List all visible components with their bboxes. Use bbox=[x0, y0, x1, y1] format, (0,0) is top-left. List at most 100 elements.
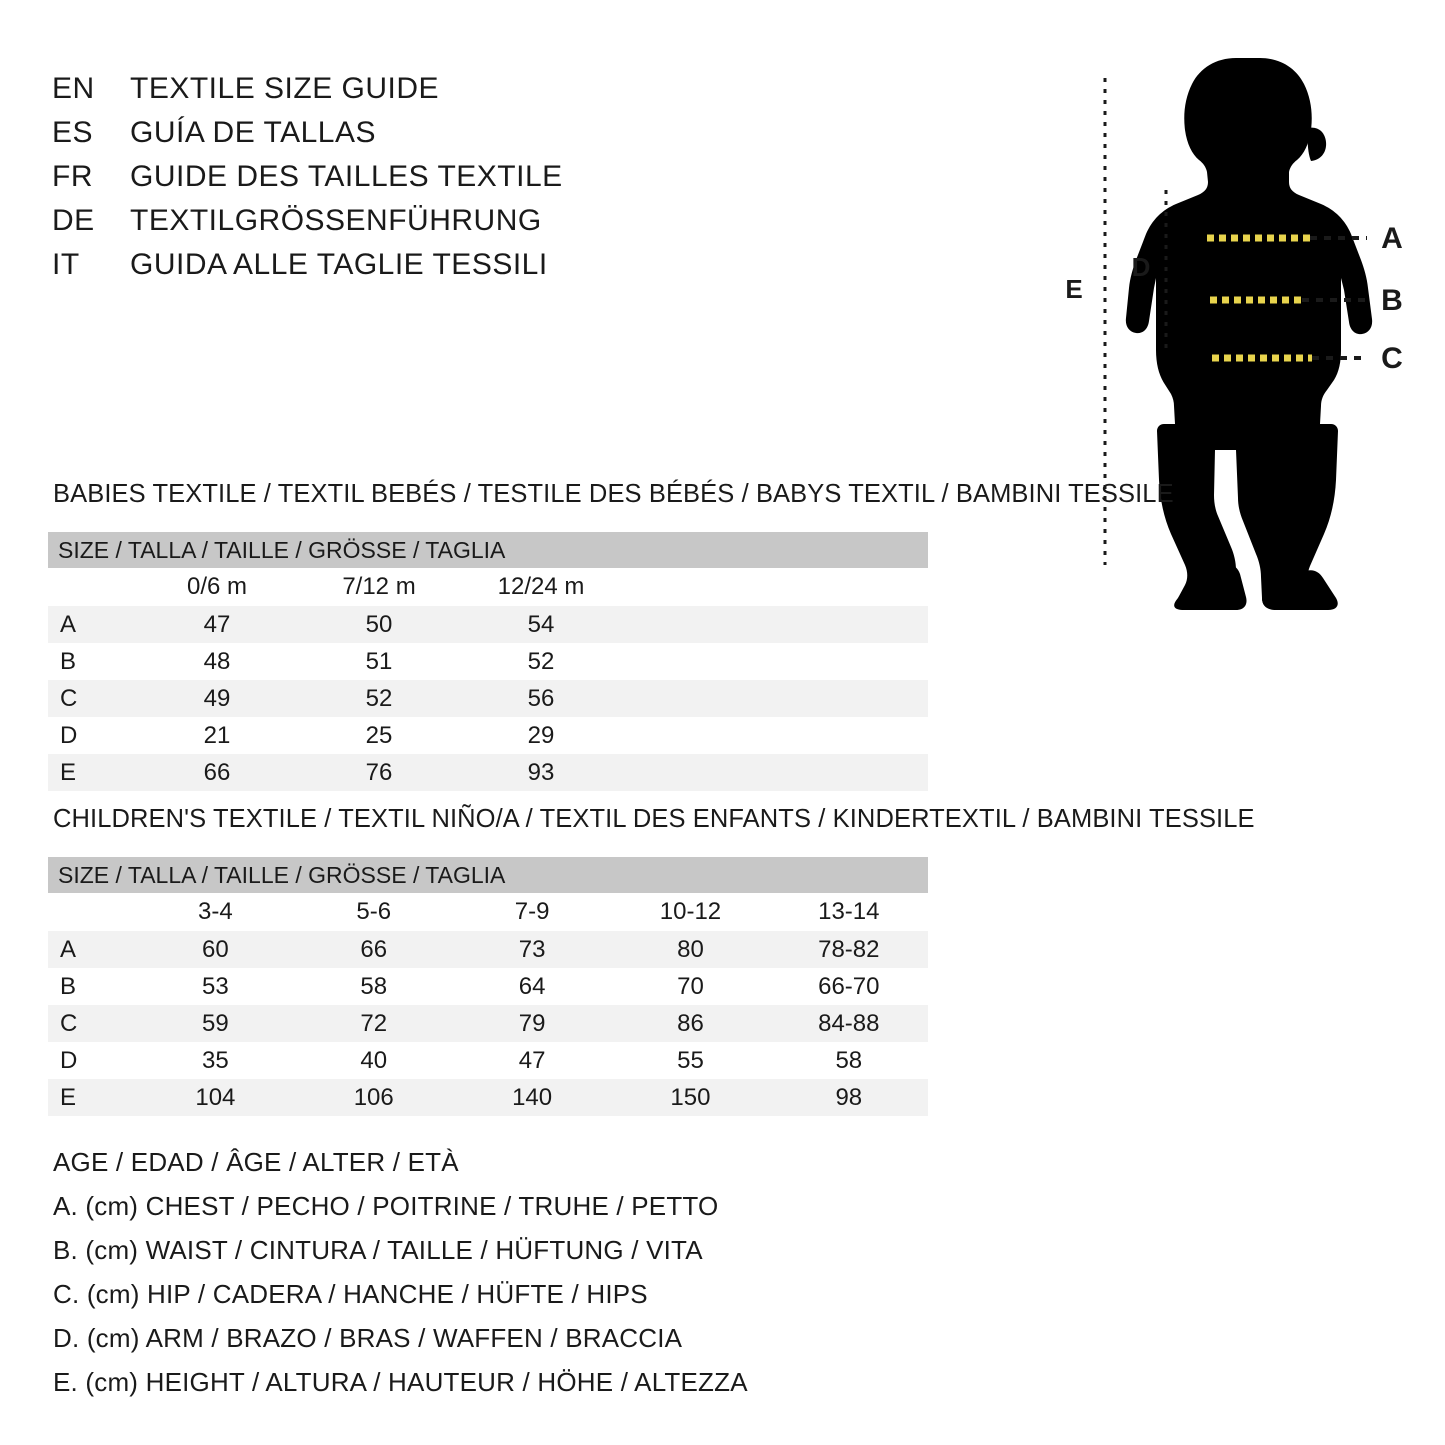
table-row: D 35 40 47 55 58 bbox=[48, 1042, 928, 1079]
children-c-0: 59 bbox=[136, 1005, 295, 1042]
table-row: C 49 52 56 bbox=[48, 680, 929, 717]
table-row: B 53 58 64 70 66-70 bbox=[48, 968, 928, 1005]
babies-b-0: 48 bbox=[136, 643, 298, 680]
babies-row-label-a: A bbox=[48, 606, 136, 643]
babies-b-filler bbox=[622, 643, 929, 680]
children-d-1: 40 bbox=[294, 1042, 453, 1079]
children-c-3: 86 bbox=[611, 1005, 770, 1042]
babies-a-filler bbox=[622, 606, 929, 643]
babies-row-label-d: D bbox=[48, 717, 136, 754]
babies-d-2: 29 bbox=[460, 717, 622, 754]
children-b-1: 58 bbox=[294, 968, 453, 1005]
children-row-label-d: D bbox=[48, 1042, 137, 1079]
babies-col-filler bbox=[622, 568, 929, 606]
legend-row-age: AGE / EDAD / ÂGE / ALTER / ETÀ bbox=[53, 1147, 459, 1177]
children-c-4: 84-88 bbox=[769, 1005, 928, 1042]
babies-row-label-e: E bbox=[48, 754, 136, 791]
legend-row-hip: C. (cm) HIP / CADERA / HANCHE / HÜFTE / … bbox=[53, 1279, 648, 1309]
children-e-4: 98 bbox=[769, 1079, 928, 1116]
marker-label-e: E bbox=[1065, 274, 1082, 304]
language-code-es: ES bbox=[52, 116, 94, 149]
babies-b-2: 52 bbox=[460, 643, 622, 680]
language-title-de: TEXTILGRÖSSENFÜHRUNG bbox=[130, 204, 542, 237]
babies-section-title: BABIES TEXTILE / TEXTIL BEBÉS / TESTILE … bbox=[53, 480, 1174, 508]
table-row: E 104 106 140 150 98 bbox=[48, 1079, 928, 1116]
language-title-fr: GUIDE DES TAILLES TEXTILE bbox=[130, 160, 563, 193]
children-row-label-c: C bbox=[48, 1005, 137, 1042]
babies-e-0: 66 bbox=[136, 754, 298, 791]
language-row-it: IT GUIDA ALLE TAGLIE TESSILI bbox=[52, 248, 672, 292]
children-col-1: 5-6 bbox=[294, 893, 453, 931]
children-a-2: 73 bbox=[452, 931, 612, 968]
children-row-label-a: A bbox=[48, 931, 137, 968]
table-row: A 60 66 73 80 78-82 bbox=[48, 931, 928, 968]
babies-band-label: SIZE / TALLA / TAILLE / GRÖSSE / TAGLIA bbox=[48, 532, 929, 568]
babies-d-1: 25 bbox=[298, 717, 460, 754]
children-e-3: 150 bbox=[611, 1079, 770, 1116]
children-row-label-e: E bbox=[48, 1079, 137, 1116]
babies-column-header-row: 0/6 m 7/12 m 12/24 m bbox=[48, 568, 929, 606]
babies-band-row: SIZE / TALLA / TAILLE / GRÖSSE / TAGLIA bbox=[48, 532, 929, 568]
babies-d-0: 21 bbox=[136, 717, 298, 754]
children-band-label: SIZE / TALLA / TAILLE / GRÖSSE / TAGLIA bbox=[48, 857, 928, 893]
children-size-table: SIZE / TALLA / TAILLE / GRÖSSE / TAGLIA … bbox=[48, 857, 928, 1116]
table-row: D 21 25 29 bbox=[48, 717, 929, 754]
children-col-corner bbox=[48, 893, 137, 931]
marker-label-a: A bbox=[1381, 222, 1403, 255]
babies-col-corner bbox=[48, 568, 136, 606]
children-a-4: 78-82 bbox=[769, 931, 928, 968]
language-code-en: EN bbox=[52, 72, 95, 105]
marker-label-d: D bbox=[1132, 252, 1151, 282]
babies-row-label-b: B bbox=[48, 643, 136, 680]
children-d-2: 47 bbox=[452, 1042, 612, 1079]
legend-row-waist: B. (cm) WAIST / CINTURA / TAILLE / HÜFTU… bbox=[53, 1235, 703, 1265]
children-e-0: 104 bbox=[136, 1079, 295, 1116]
language-row-de: DE TEXTILGRÖSSENFÜHRUNG bbox=[52, 204, 672, 248]
table-row: B 48 51 52 bbox=[48, 643, 929, 680]
table-row: E 66 76 93 bbox=[48, 754, 929, 791]
children-section-title: CHILDREN'S TEXTILE / TEXTIL NIÑO/A / TEX… bbox=[53, 805, 1255, 833]
babies-a-1: 50 bbox=[298, 606, 460, 643]
language-row-en: EN TEXTILE SIZE GUIDE bbox=[52, 72, 672, 116]
language-row-es: ES GUÍA DE TALLAS bbox=[52, 116, 672, 160]
children-c-2: 79 bbox=[452, 1005, 612, 1042]
language-code-de: DE bbox=[52, 204, 95, 237]
babies-c-0: 49 bbox=[136, 680, 298, 717]
children-e-1: 106 bbox=[294, 1079, 453, 1116]
language-title-it: GUIDA ALLE TAGLIE TESSILI bbox=[130, 248, 548, 281]
babies-col-0: 0/6 m bbox=[136, 568, 298, 606]
legend-row-chest: A. (cm) CHEST / PECHO / POITRINE / TRUHE… bbox=[53, 1191, 719, 1221]
measurement-legend: AGE / EDAD / ÂGE / ALTER / ETÀ A. (cm) C… bbox=[53, 1140, 813, 1404]
babies-e-2: 93 bbox=[460, 754, 622, 791]
language-title-es: GUÍA DE TALLAS bbox=[130, 116, 376, 149]
children-c-1: 72 bbox=[294, 1005, 453, 1042]
language-code-it: IT bbox=[52, 248, 80, 281]
babies-row-label-c: C bbox=[48, 680, 136, 717]
children-e-2: 140 bbox=[452, 1079, 612, 1116]
children-d-0: 35 bbox=[136, 1042, 295, 1079]
legend-row-height: E. (cm) HEIGHT / ALTURA / HAUTEUR / HÖHE… bbox=[53, 1367, 748, 1397]
children-a-3: 80 bbox=[611, 931, 770, 968]
babies-a-0: 47 bbox=[136, 606, 298, 643]
language-row-fr: FR GUIDE DES TAILLES TEXTILE bbox=[52, 160, 672, 204]
child-silhouette-icon bbox=[1125, 58, 1373, 610]
babies-a-2: 54 bbox=[460, 606, 622, 643]
children-d-3: 55 bbox=[611, 1042, 770, 1079]
language-code-fr: FR bbox=[52, 160, 93, 193]
babies-col-2: 12/24 m bbox=[460, 568, 622, 606]
measurement-figure: E D A B C bbox=[1040, 50, 1440, 610]
children-a-1: 66 bbox=[294, 931, 453, 968]
marker-label-c: C bbox=[1381, 342, 1403, 375]
children-band-row: SIZE / TALLA / TAILLE / GRÖSSE / TAGLIA bbox=[48, 857, 928, 893]
babies-e-1: 76 bbox=[298, 754, 460, 791]
children-col-4: 13-14 bbox=[769, 893, 928, 931]
babies-c-filler bbox=[622, 680, 929, 717]
children-b-0: 53 bbox=[136, 968, 295, 1005]
babies-d-filler bbox=[622, 717, 929, 754]
babies-size-table: SIZE / TALLA / TAILLE / GRÖSSE / TAGLIA … bbox=[48, 532, 929, 791]
children-b-3: 70 bbox=[611, 968, 770, 1005]
babies-b-1: 51 bbox=[298, 643, 460, 680]
children-col-0: 3-4 bbox=[136, 893, 295, 931]
children-column-header-row: 3-4 5-6 7-9 10-12 13-14 bbox=[48, 893, 928, 931]
